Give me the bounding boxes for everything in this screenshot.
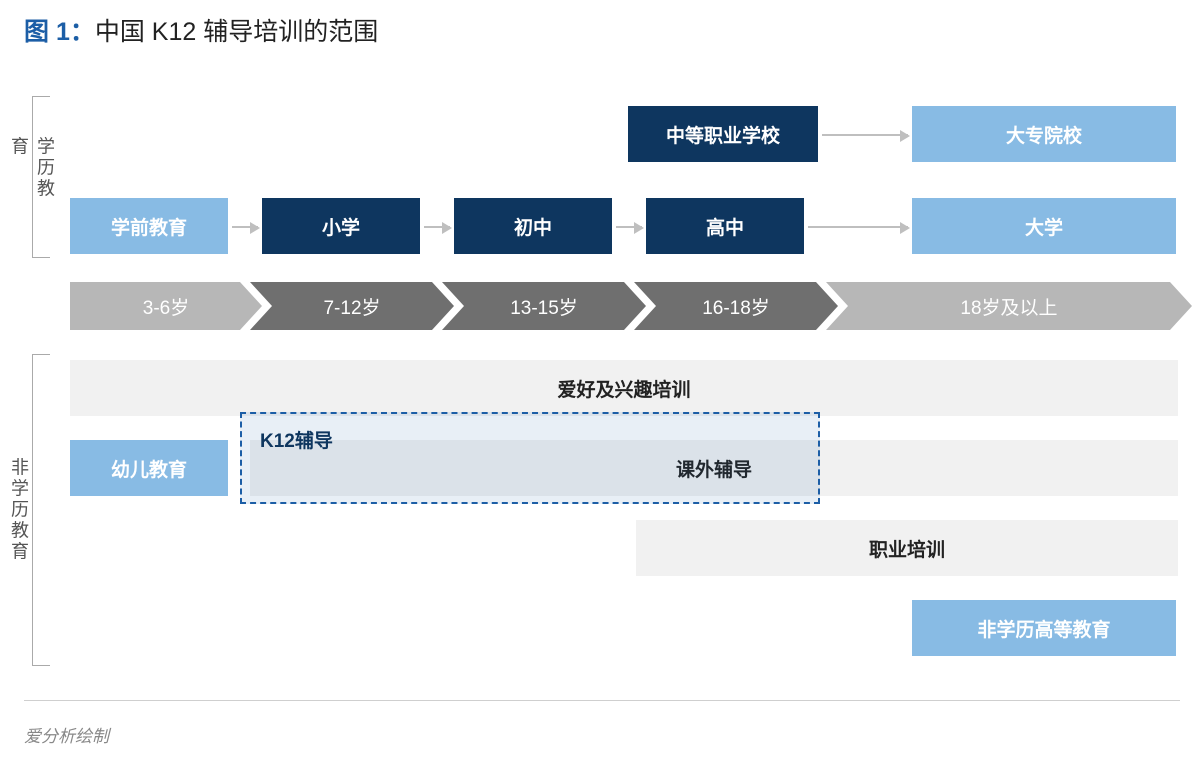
box-seniorhigh: 高中 <box>646 198 804 254</box>
section-bracket-informal: 非学历教育 <box>10 354 44 666</box>
box-nonformal-higher: 非学历高等教育 <box>912 600 1176 656</box>
age-segment-label: 16-18岁 <box>702 293 770 320</box>
section-label-informal: 非学历教育 <box>6 458 32 563</box>
box-vocational: 中等职业学校 <box>628 106 818 162</box>
figure-title-text: 中国 K12 辅导培训的范围 <box>95 18 378 46</box>
box-preschool: 学前教育 <box>70 198 228 254</box>
age-segment-label: 7-12岁 <box>323 293 380 320</box>
credit-text: 爱分析绘制 <box>24 722 109 747</box>
box-early-edu: 幼儿教育 <box>70 440 228 496</box>
age-segment-label: 13-15岁 <box>510 293 578 320</box>
arrow-main-1 <box>424 226 450 228</box>
age-segment-0: 3-6岁 <box>70 282 262 330</box>
figure-number: 图 1： <box>24 18 95 46</box>
k12-overlay: K12辅导 <box>240 412 820 504</box>
section-label-formal: 学历教育 <box>6 137 58 218</box>
age-segment-label: 3-6岁 <box>143 293 189 320</box>
box-juniorhigh: 初中 <box>454 198 612 254</box>
age-chevron-bar: 3-6岁 7-12岁 13-15岁 16-18岁 18岁及以上 <box>70 282 1192 330</box>
age-segment-3: 16-18岁 <box>634 282 838 330</box>
age-segment-1: 7-12岁 <box>250 282 454 330</box>
arrow-top-0 <box>822 134 908 136</box>
arrow-main-0 <box>232 226 258 228</box>
bar-hobby: 爱好及兴趣培训 <box>70 360 1178 416</box>
k12-overlay-label: K12辅导 <box>260 426 333 453</box>
age-segment-4: 18岁及以上 <box>826 282 1192 330</box>
arrow-main-2 <box>616 226 642 228</box>
box-primary: 小学 <box>262 198 420 254</box>
box-college: 大专院校 <box>912 106 1176 162</box>
divider <box>24 700 1180 701</box>
section-bracket-formal: 学历教育 <box>10 96 44 258</box>
figure-title: 图 1：中国 K12 辅导培训的范围 <box>24 12 378 48</box>
bar-vocational-training: 职业培训 <box>636 520 1178 576</box>
arrow-main-3 <box>808 226 908 228</box>
age-segment-2: 13-15岁 <box>442 282 646 330</box>
age-segment-label: 18岁及以上 <box>960 293 1057 320</box>
box-university: 大学 <box>912 198 1176 254</box>
